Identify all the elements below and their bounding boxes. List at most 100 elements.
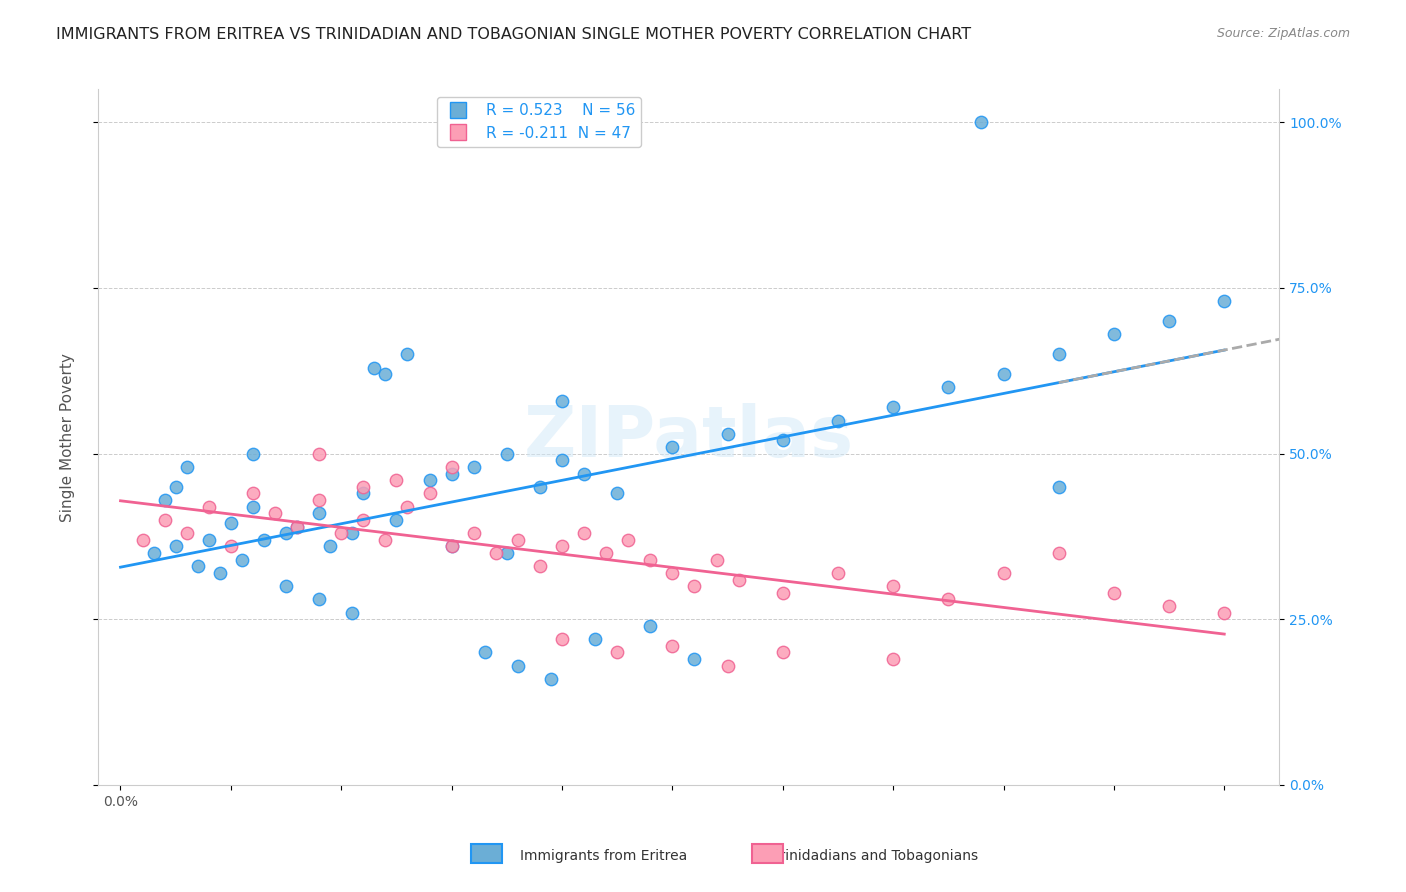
Point [683,579,706,593]
Point [540,672,562,686]
Point [529,480,551,494]
Point [463,459,485,474]
Point [551,540,574,554]
Point [385,513,408,527]
Point [485,546,508,560]
Point [716,426,738,441]
Point [595,546,617,560]
Point [606,486,628,500]
Point [385,473,408,487]
Point [606,645,628,659]
Point [772,434,794,448]
Point [352,480,374,494]
Point [1157,314,1180,328]
Point [495,447,517,461]
Point [474,645,496,659]
Point [463,526,485,541]
Point [242,447,264,461]
Point [1213,606,1236,620]
Point [936,592,959,607]
Point [827,566,849,580]
Point [374,367,396,381]
Point [572,467,595,481]
Point [640,619,662,633]
Point [661,440,683,454]
Point [342,526,364,541]
Point [308,506,330,520]
Text: Source: ZipAtlas.com: Source: ZipAtlas.com [1216,27,1350,40]
Point [440,540,463,554]
Point [440,540,463,554]
Point [882,579,904,593]
Point [396,347,419,361]
Point [440,459,463,474]
Point [165,540,187,554]
Point [529,559,551,574]
Point [285,519,308,533]
Point [198,500,221,514]
Point [683,652,706,666]
Point [308,447,330,461]
Point [308,592,330,607]
Point [274,526,297,541]
Point [970,115,993,129]
Text: Trinidadians and Tobagonians: Trinidadians and Tobagonians [773,849,979,863]
Point [772,586,794,600]
Text: ZIPatlas: ZIPatlas [524,402,853,472]
Point [274,579,297,593]
Point [551,453,574,467]
Point [253,533,276,547]
Point [153,513,176,527]
Point [1047,546,1070,560]
Point [319,540,342,554]
Point [617,533,640,547]
Point [882,401,904,415]
Point [1157,599,1180,613]
Point [219,516,242,531]
Point [131,533,153,547]
Point [1047,347,1070,361]
Point [551,632,574,647]
Point [882,652,904,666]
Point [231,552,253,566]
Point [583,632,606,647]
Point [716,658,738,673]
Point [1213,294,1236,309]
Point [342,606,364,620]
Point [993,566,1015,580]
Text: IMMIGRANTS FROM ERITREA VS TRINIDADIAN AND TOBAGONIAN SINGLE MOTHER POVERTY CORR: IMMIGRANTS FROM ERITREA VS TRINIDADIAN A… [56,27,972,42]
Point [242,486,264,500]
Point [440,467,463,481]
Point [176,526,198,541]
Point [308,493,330,508]
Point [198,533,221,547]
Point [187,559,209,574]
Legend: R = 0.523    N = 56, R = -0.211  N = 47: R = 0.523 N = 56, R = -0.211 N = 47 [437,97,641,146]
Point [506,533,529,547]
Point [363,360,385,375]
Point [495,546,517,560]
Point [352,513,374,527]
Point [640,552,662,566]
Point [706,552,728,566]
Point [551,393,574,408]
Text: Immigrants from Eritrea: Immigrants from Eritrea [520,849,688,863]
Point [506,658,529,673]
Point [396,500,419,514]
Point [419,473,441,487]
Point [1102,327,1125,342]
Point [993,367,1015,381]
Point [1047,480,1070,494]
Point [242,500,264,514]
Point [176,459,198,474]
Point [264,506,287,520]
Point [419,486,441,500]
Point [374,533,396,547]
Y-axis label: Single Mother Poverty: Single Mother Poverty [60,352,75,522]
Point [219,540,242,554]
Point [572,526,595,541]
Point [661,639,683,653]
Point [661,566,683,580]
Point [1102,586,1125,600]
Point [142,546,165,560]
